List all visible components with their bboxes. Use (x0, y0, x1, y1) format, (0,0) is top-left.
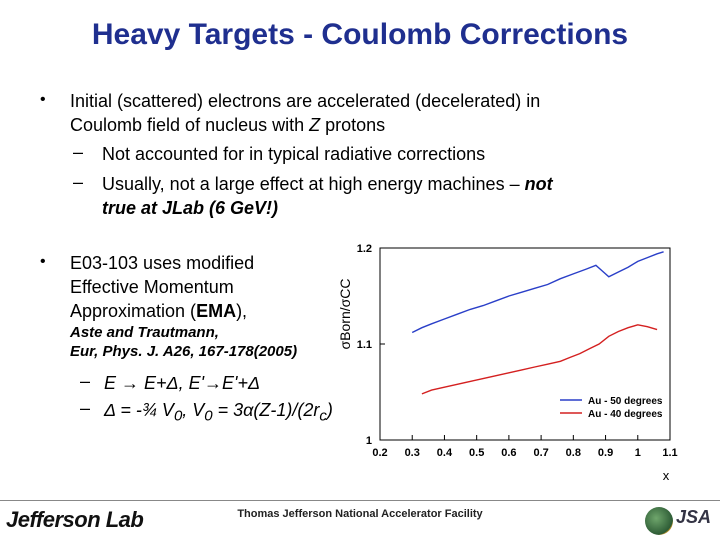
coulomb-ratio-chart: 0.2 0.3 0.4 0.5 0.6 0.7 0.8 0.9 1 1.1 1 1.1 1.2 σBorn… (337, 243, 678, 483)
text: , V (182, 400, 205, 420)
y-tick-label: 1 (366, 435, 372, 447)
footer-divider (0, 500, 720, 501)
x-tick-label: 0.6 (501, 447, 516, 459)
text: Usually, not a large effect at high ener… (102, 174, 525, 194)
text: Δ = -¾ V (104, 400, 174, 420)
bullet-1-line-1: Initial (scattered) electrons are accele… (70, 91, 541, 111)
text-not: not (524, 174, 553, 194)
series-line (421, 324, 658, 395)
doe-seal-icon (645, 507, 673, 535)
subscript: 0 (204, 407, 213, 425)
reference: Aste and Trautmann, Eur, Phys. J. A26, 1… (70, 323, 297, 361)
x-tick-label: 0.7 (533, 447, 548, 459)
sub-bullet-2: Usually, not a large effect at high ener… (102, 172, 553, 220)
x-tick-label: 0.3 (405, 447, 420, 459)
legend-label: Au - 50 degrees (588, 396, 663, 407)
bullet-1-line-2: Coulomb field of nucleus with Z protons (70, 113, 540, 137)
x-tick-label: 0.9 (598, 447, 613, 459)
bullet-1: Initial (scattered) electrons are accele… (70, 89, 540, 137)
bullet-2-line-1: E03-103 uses modified (70, 253, 255, 273)
plot-frame (379, 247, 671, 441)
bullet-2-line-3: Approximation (EMA), (70, 299, 254, 323)
x-tick-label: 1 (635, 447, 641, 459)
x-tick-label: 0.5 (469, 447, 484, 459)
bullet-2-line-2: Effective Momentum (70, 277, 234, 297)
sub-dash: – (80, 398, 91, 418)
sub-dash: – (80, 371, 91, 391)
series-line (411, 251, 664, 334)
y-axis-label: σBorn/σCC (337, 279, 353, 350)
reference-line-1: Aste and Trautmann, (70, 324, 219, 341)
x-axis-label: x (663, 468, 670, 483)
reference-line-2: Eur, Phys. J. A26, 167-178(2005) (70, 343, 298, 360)
subscript: 0 (173, 407, 183, 425)
x-tick-label: 0.4 (437, 447, 453, 459)
sub-bullet-1: Not accounted for in typical radiative c… (102, 144, 486, 164)
text: = 3α(Z-1)/(2r (212, 400, 320, 420)
text: Coulomb field of nucleus with (70, 115, 310, 135)
facility-name: Thomas Jefferson National Accelerator Fa… (237, 508, 483, 520)
sub-bullet-4: Δ = -¾ V0, V0 = 3α(Z-1)/(2rc) (104, 398, 333, 429)
text: ), (236, 301, 248, 321)
text: Approximation ( (70, 301, 197, 321)
slide-title: Heavy Targets - Coulomb Corrections (91, 18, 629, 51)
sub-dash: – (73, 172, 84, 192)
x-tick-label: 0.2 (372, 447, 387, 459)
text-z: Z (309, 115, 321, 135)
bullet-dot: • (40, 253, 46, 270)
sub-bullet-2-line-2: true at JLab (6 GeV!) (102, 198, 279, 218)
text: ) (326, 400, 333, 420)
x-tick-label: 0.8 (566, 447, 581, 459)
sub-dash: – (73, 142, 84, 162)
y-tick-label: 1.1 (357, 339, 372, 351)
jefferson-lab-logo: Jefferson Lab (6, 507, 144, 532)
y-tick-label: 1.2 (357, 243, 372, 255)
subscript: c (319, 407, 327, 425)
sub-bullet-3: E → E+Δ, E'→E'+Δ (104, 373, 261, 393)
x-tick-label: 1.1 (662, 447, 677, 459)
jsa-logo: JSA (676, 507, 712, 527)
text-ema: EMA (196, 301, 237, 321)
legend-label: Au - 40 degrees (588, 409, 663, 420)
sub-bullet-2-line-1: Usually, not a large effect at high ener… (102, 172, 553, 196)
text: protons (320, 115, 386, 135)
bullet-dot: • (40, 91, 46, 108)
bullet-2: E03-103 uses modified Effective Momentum… (70, 251, 254, 323)
